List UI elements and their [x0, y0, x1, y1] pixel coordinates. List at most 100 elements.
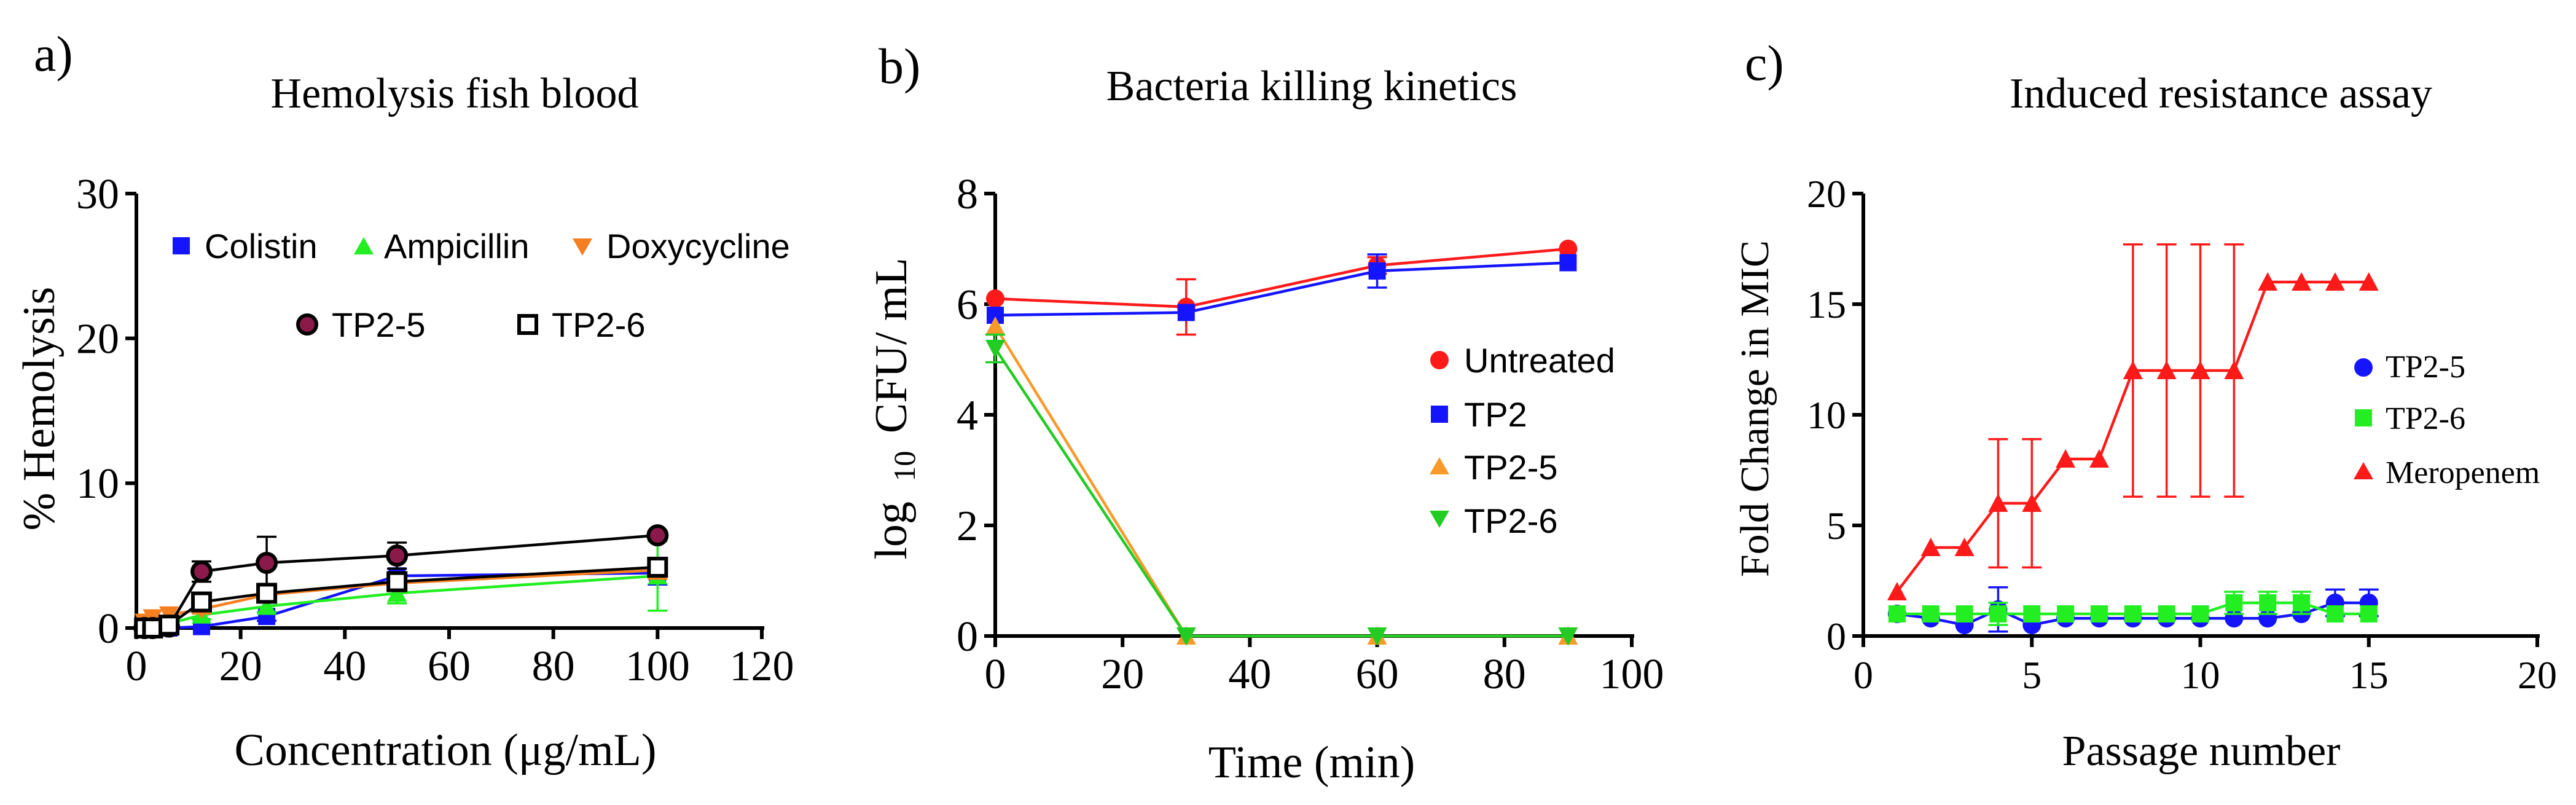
- svg-text:log 10 CFU/ mL: log 10 CFU/ mL: [866, 257, 925, 559]
- x-tick-label: 100: [1600, 651, 1664, 698]
- legend-label-tp2: TP2: [1464, 395, 1527, 434]
- panel-a-plot: [133, 524, 669, 639]
- y-tick-label: 6: [957, 281, 978, 329]
- data-point-meropenem: [2224, 361, 2244, 379]
- data-point-meropenem: [2056, 449, 2076, 468]
- series-line-tp2-6: [994, 347, 1568, 638]
- data-point-meropenem: [2022, 493, 2042, 512]
- x-tick-label: 20: [1101, 651, 1144, 698]
- data-point-tp2: [1368, 262, 1386, 280]
- series-tp2: [987, 253, 1577, 324]
- data-point-tp2-6: [159, 615, 180, 636]
- data-point-meropenem: [2190, 361, 2210, 379]
- data-point-tp2-6: [2225, 594, 2243, 611]
- legend-marker-tp2-5-c: [2354, 358, 2373, 377]
- legend-item-doxycycline: Doxycycline: [573, 227, 790, 265]
- x-tick-label: 0: [1854, 653, 1873, 697]
- data-point-meropenem: [1920, 538, 1941, 556]
- legend-label-tp2-6-c: TP2-6: [2386, 401, 2465, 436]
- data-point-tp2-6: [1367, 627, 1387, 646]
- x-tick-label: 20: [2518, 653, 2557, 697]
- legend-label-tp2-5-b: TP2-5: [1464, 448, 1558, 487]
- legend-item-colistin: Colistin: [173, 227, 318, 265]
- data-point-tp2-6: [2326, 605, 2344, 622]
- data-point-meropenem: [2325, 272, 2345, 291]
- data-point-tp2: [1177, 304, 1195, 321]
- data-point-tp2-6: [647, 557, 668, 578]
- panel-c-y-label: Fold Change in MIC: [1732, 240, 1777, 577]
- y-tick-label: 10: [1807, 393, 1846, 437]
- series-line-tp2: [995, 261, 1568, 317]
- x-tick-label: 0: [985, 651, 1006, 698]
- data-point-meropenem: [1887, 582, 1907, 600]
- legend-marker-tp2-5-b: [1430, 457, 1449, 474]
- panel-a-title: Hemolysis fish blood: [271, 70, 639, 117]
- data-point-untreated: [986, 289, 1004, 308]
- data-point-tp2-5: [190, 560, 213, 583]
- legend-item-tp2-5-b: TP2-5: [1430, 448, 1558, 487]
- legend-label-untreated: Untreated: [1464, 341, 1615, 380]
- data-point-tp2-6: [2057, 605, 2075, 622]
- legend-item-tp2-5-c: TP2-5: [2354, 350, 2465, 385]
- panel-b-y-label-log: log: [866, 501, 917, 560]
- y-tick-label: 30: [76, 171, 119, 218]
- x-tick-label: 40: [1228, 651, 1271, 698]
- y-tick-label: 20: [76, 315, 119, 363]
- legend-item-untreated: Untreated: [1430, 341, 1615, 380]
- legend-marker-tp2-6-b: [1430, 511, 1449, 528]
- legend-marker-tp2-5: [296, 313, 318, 336]
- legend-marker-tp2-6-c: [2355, 409, 2372, 426]
- legend-marker-meropenem: [2354, 462, 2373, 479]
- data-point-meropenem: [2089, 449, 2109, 468]
- legend-marker-untreated: [1430, 351, 1449, 369]
- panel-a: a) Hemolysis fish blood Concentration (μ…: [14, 26, 794, 776]
- legend-label-meropenem: Meropenem: [2386, 455, 2540, 490]
- x-tick-label: 15: [2349, 653, 2389, 697]
- legend-item-tp2-6-c: TP2-6: [2355, 401, 2465, 436]
- x-tick-label: 40: [323, 643, 366, 690]
- series-tp2-6: [985, 333, 1578, 646]
- x-tick-label: 20: [219, 643, 262, 690]
- legend-item-tp2-6: TP2-6: [517, 305, 646, 344]
- legend-label-tp2-6-b: TP2-6: [1464, 501, 1558, 540]
- x-tick-label: 80: [1483, 651, 1526, 698]
- data-point-tp2-5: [646, 524, 669, 547]
- legend-item-ampicillin: Ampicillin: [354, 227, 530, 265]
- panel-c-legend: TP2-5 TP2-6 Meropenem: [2354, 350, 2540, 490]
- legend-marker-tp2-6: [517, 314, 538, 335]
- y-tick-label: 15: [1807, 283, 1846, 326]
- x-tick-label: 5: [2022, 653, 2042, 697]
- panel-a-legend: Colistin Ampicillin Doxycycline TP2-5 TP…: [173, 227, 790, 344]
- y-tick-label: 2: [957, 503, 978, 550]
- data-point-tp2-5: [256, 551, 278, 574]
- x-tick-label: 120: [730, 643, 794, 690]
- panel-c-plot: [1887, 243, 2379, 634]
- legend-label-colistin: Colistin: [205, 227, 318, 265]
- x-tick-label: 60: [1356, 651, 1399, 698]
- panel-c-x-label: Passage number: [2062, 728, 2341, 775]
- legend-label-doxycycline: Doxycycline: [606, 227, 790, 265]
- panel-b-y-label: log 10 CFU/ mL: [866, 257, 925, 559]
- data-point-ampicillin: [257, 596, 277, 615]
- legend-item-tp2-6-b: TP2-6: [1430, 501, 1558, 540]
- data-point-tp2-6: [256, 583, 278, 604]
- data-point-tp2-6: [1558, 627, 1578, 646]
- data-point-tp2: [1559, 254, 1577, 272]
- data-point-meropenem: [2292, 272, 2312, 291]
- panel-c-label: c): [1745, 35, 1784, 91]
- panel-b-x-label: Time (min): [1208, 737, 1415, 788]
- panel-a-y-label: % Hemolysis: [14, 287, 65, 531]
- x-tick-label: 80: [532, 643, 575, 690]
- x-tick-label: 60: [428, 643, 471, 690]
- data-point-meropenem: [1988, 493, 2008, 512]
- panel-c-title: Induced resistance assay: [2010, 70, 2432, 117]
- panel-b-y-label-sub: 10: [887, 451, 922, 482]
- data-point-tp2-6: [985, 340, 1005, 358]
- y-tick-label: 0: [1826, 615, 1846, 658]
- data-point-tp2-6: [2293, 594, 2311, 611]
- legend-item-tp2-5: TP2-5: [296, 305, 426, 344]
- panel-a-axes: 0 20 40 60 80 100 120 0 10 20 30: [76, 171, 794, 690]
- y-tick-label: 20: [1807, 172, 1846, 216]
- data-point-meropenem: [2156, 361, 2177, 379]
- panel-b: b) Bacteria killing kinetics Time (min) …: [866, 38, 1664, 788]
